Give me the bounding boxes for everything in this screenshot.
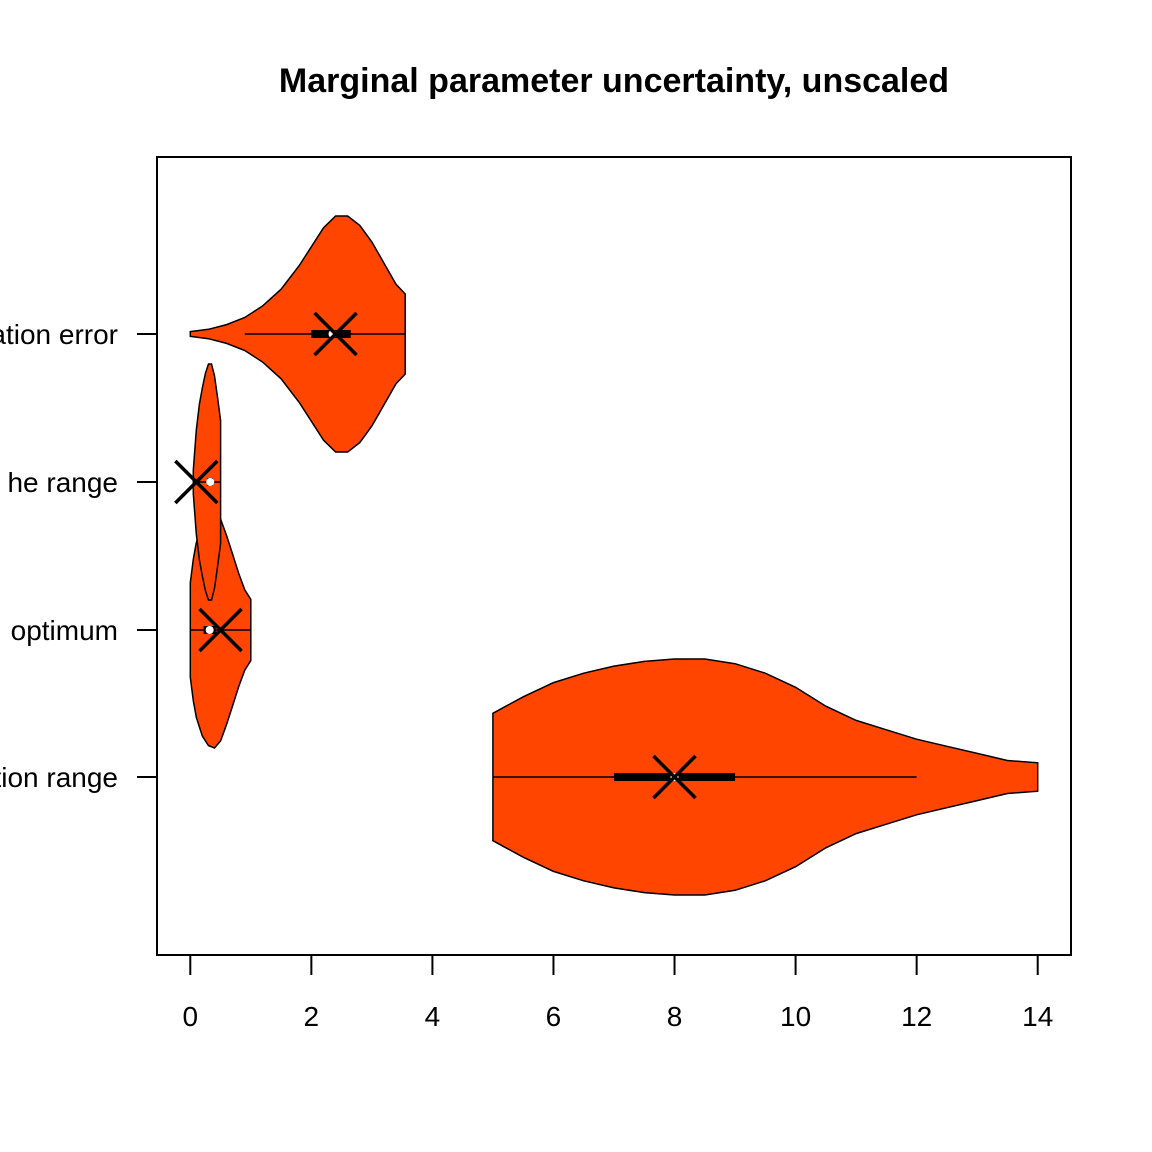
x-tick-label: 6: [546, 1001, 562, 1032]
x-tick-label: 0: [183, 1001, 199, 1032]
y-category-label: tion range: [0, 762, 118, 793]
x-tick-label: 10: [780, 1001, 811, 1032]
y-category-label: he range: [7, 467, 118, 498]
violins-layer: [174, 215, 1039, 896]
violin-3: [174, 363, 222, 601]
violin-4: [189, 215, 406, 453]
x-tick-label: 14: [1022, 1001, 1053, 1032]
x-marker-stroke: [313, 311, 358, 357]
x-tick-label: 4: [425, 1001, 441, 1032]
y-axis: tion range optimum he range ation error: [0, 319, 157, 793]
x-marker-stroke: [652, 754, 697, 800]
x-marker-stroke: [198, 607, 243, 653]
x-axis: 0 2 4 6 8 10 12 14: [183, 954, 1053, 1032]
x-tick-label: 8: [667, 1001, 683, 1032]
violin-1: [492, 658, 1039, 896]
y-category-label: optimum: [11, 615, 118, 646]
violin-median: [206, 478, 215, 486]
violin-median: [205, 626, 214, 634]
x-tick-label: 2: [304, 1001, 320, 1032]
x-marker-stroke: [174, 459, 219, 505]
y-category-label: ation error: [0, 319, 118, 350]
chart-title: Marginal parameter uncertainty, unscaled: [279, 62, 949, 100]
x-tick-label: 12: [901, 1001, 932, 1032]
